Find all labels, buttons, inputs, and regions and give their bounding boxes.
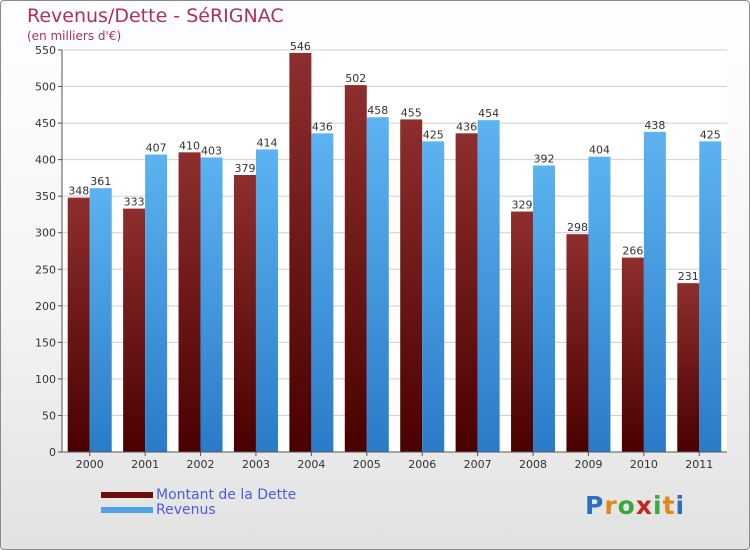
x-tick-label: 2011	[685, 458, 713, 471]
logo-letter: x	[635, 491, 653, 520]
data-label: 403	[201, 144, 222, 157]
bar-revenus	[699, 141, 722, 452]
bar-dette	[233, 174, 256, 452]
legend-label-revenus: Revenus	[156, 501, 216, 518]
data-label: 458	[367, 104, 388, 117]
x-tick-label: 2010	[630, 458, 658, 471]
legend-swatch-dette	[101, 491, 153, 498]
logo-letter: t	[662, 491, 676, 520]
bar-revenus	[200, 157, 223, 452]
bar-dette	[123, 208, 146, 452]
bar-dette	[621, 257, 644, 452]
y-tick-label: 50	[42, 409, 56, 422]
x-tick-label: 2006	[408, 458, 436, 471]
x-tick-label: 2005	[353, 458, 381, 471]
bar-revenus	[366, 117, 389, 452]
bar-dette	[344, 85, 367, 453]
y-tick-label: 500	[35, 81, 56, 94]
bar-revenus	[422, 141, 445, 452]
y-tick-label: 550	[35, 44, 56, 57]
bar-dette	[289, 52, 312, 452]
logo-letter: r	[604, 491, 618, 520]
x-tick-label: 2008	[519, 458, 547, 471]
data-label: 361	[90, 175, 111, 188]
y-tick-label: 450	[35, 117, 56, 130]
bar-revenus	[588, 156, 611, 453]
bar-dette	[677, 283, 700, 452]
data-label: 410	[179, 139, 200, 152]
y-tick-label: 250	[35, 263, 56, 276]
data-label: 266	[622, 245, 643, 258]
y-tick-label: 0	[49, 446, 56, 459]
x-tick-label: 2009	[574, 458, 602, 471]
chart-subtitle: (en milliers d'€)	[27, 29, 122, 43]
data-label: 231	[678, 270, 699, 283]
bar-revenus	[89, 188, 112, 452]
data-label: 333	[124, 196, 145, 209]
bar-revenus	[477, 120, 500, 453]
bar-dette	[400, 119, 423, 452]
bar-dette	[511, 211, 534, 452]
legend-label-dette: Montant de la Dette	[156, 486, 297, 503]
data-label: 425	[423, 128, 444, 141]
data-label: 455	[401, 106, 422, 119]
bar-dette	[178, 152, 201, 452]
data-label: 392	[534, 152, 555, 165]
x-tick-label: 2001	[131, 458, 159, 471]
plot-area	[62, 50, 727, 452]
logo-letter: P	[585, 491, 605, 520]
logo-letter: o	[617, 491, 636, 520]
chart-title: Revenus/Dette - SéRIGNAC	[27, 5, 284, 27]
y-tick-label: 300	[35, 227, 56, 240]
bar-revenus	[311, 133, 334, 452]
x-tick-label: 2007	[464, 458, 492, 471]
data-label: 404	[589, 144, 610, 157]
data-label: 407	[146, 142, 167, 155]
logo-letter: i	[675, 491, 686, 520]
x-tick-label: 2000	[76, 458, 104, 471]
bar-dette	[67, 197, 90, 452]
x-tick-label: 2003	[242, 458, 270, 471]
bar-revenus	[643, 131, 666, 452]
bar-revenus	[145, 154, 168, 452]
data-label: 436	[456, 120, 477, 133]
legend-item-revenus: Revenus	[101, 501, 296, 518]
legend-item-dette: Montant de la Dette	[101, 486, 297, 503]
bar-dette	[455, 133, 478, 452]
data-label: 348	[68, 185, 89, 198]
data-label: 298	[567, 221, 588, 234]
x-tick-label: 2004	[297, 458, 325, 471]
bar-revenus	[255, 149, 278, 453]
data-label: 454	[478, 107, 499, 120]
proxiti-logo: Proxiti	[585, 491, 685, 520]
data-label: 546	[290, 40, 311, 53]
data-label: 379	[234, 162, 255, 175]
logo-letter: i	[653, 491, 663, 520]
data-label: 438	[644, 119, 665, 132]
data-label: 436	[312, 120, 333, 133]
bar-revenus	[533, 165, 556, 452]
data-label: 414	[256, 136, 277, 149]
y-tick-label: 100	[35, 373, 56, 386]
x-tick-label: 2002	[187, 458, 215, 471]
data-label: 329	[512, 199, 533, 212]
bar-dette	[566, 234, 589, 452]
chart-legend: Montant de la Dette Revenus	[101, 486, 297, 518]
data-label: 502	[345, 72, 366, 85]
y-tick-label: 400	[35, 154, 56, 167]
y-tick-label: 150	[35, 336, 56, 349]
data-label: 425	[700, 128, 721, 141]
y-tick-label: 200	[35, 300, 56, 313]
y-tick-label: 350	[35, 190, 56, 203]
legend-swatch-revenus	[101, 506, 153, 513]
